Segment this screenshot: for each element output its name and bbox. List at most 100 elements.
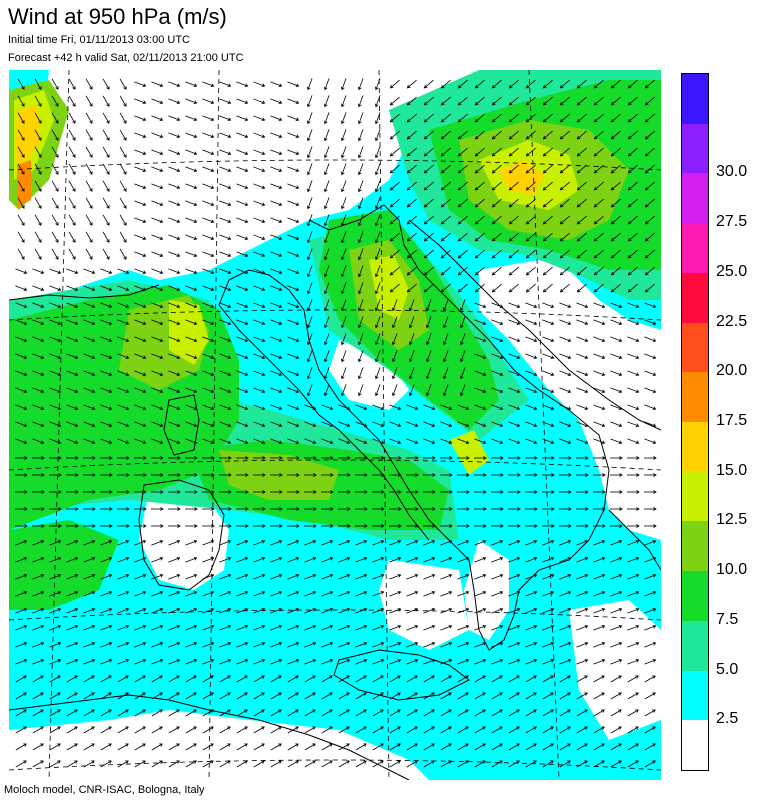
wind-arrow-head [89,86,93,90]
colorbar-label: 27.5 [716,213,748,231]
wind-arrow-head [457,288,462,293]
wind-arrow-head [176,625,181,629]
wind-arrow-head [92,524,96,528]
wind-arrow [32,336,44,342]
wind-arrow-head [74,321,79,325]
gale-wind-puglia [449,430,489,475]
wind-arrow [185,251,197,257]
wind-arrow [543,215,553,225]
wind-arrow-head [159,440,164,444]
wind-arrow [475,215,485,225]
wind-arrow [627,625,639,631]
wind-arrow-head [375,307,379,312]
wind-arrow-head [143,490,147,494]
wind-arrow-head [601,304,606,308]
wind-arrow [628,130,638,140]
wind-arrow-head [227,440,232,444]
extreme-wind-core-northwest [17,160,31,208]
wind-arrow-head [57,423,62,427]
wind-arrow-head [380,591,385,595]
wind-arrow [358,231,364,243]
wind-arrow-head [364,507,368,511]
wind-arrow-head [160,473,164,477]
wind-arrow [219,726,231,734]
wind-arrow [287,268,299,274]
wind-arrow-head [448,709,452,713]
wind-arrow-head [448,608,453,612]
wind-arrow [423,608,435,614]
wind-arrow [423,438,435,444]
wind-arrow [542,336,554,342]
wind-arrow [287,540,299,546]
colorbar-label: 12.5 [716,511,748,529]
wind-arrow [102,78,110,90]
wind-arrow-head [106,154,110,158]
wind-arrow-head [295,659,300,663]
wind-arrow-head [593,288,598,293]
wind-arrow [83,404,95,410]
wind-arrow-head [91,321,96,325]
wind-arrow [628,232,638,242]
wind-arrow [475,266,485,276]
wind-arrow [390,113,400,123]
wind-arrow [219,625,231,631]
wind-arrow [83,387,95,393]
wind-arrow-head [57,287,62,291]
wind-arrow-head [636,507,640,511]
wind-arrow [185,692,197,700]
wind-arrow [15,404,27,410]
wind-arrow [407,79,417,89]
wind-arrow-head [278,83,283,87]
wind-arrow [32,319,44,325]
wind-arrow-head [159,642,164,646]
wind-arrow-head [602,456,606,460]
wind-arrow [358,95,364,107]
wind-arrow [66,557,78,563]
wind-arrow-head [457,169,462,174]
wind-arrow [117,540,129,546]
wind-arrow [219,675,231,683]
wind-arrow-head [72,120,76,124]
wind-arrow [253,302,265,308]
wind-arrow [102,163,110,175]
wind-arrow [134,234,146,240]
wind-arrow-head [618,659,623,663]
wind-arrow [83,608,95,614]
wind-arrow-head [516,726,520,730]
wind-arrow-head [40,608,45,612]
wind-arrow [491,387,503,393]
wind-arrow [338,625,350,631]
wind-arrow [424,113,434,123]
wind-arrow-head [567,574,572,578]
wind-arrow [49,675,61,683]
wind-arrow [576,540,588,546]
wind-arrow [219,234,231,240]
wind-arrow-head [559,271,564,276]
wind-arrow-head [358,290,362,295]
wind-arrow [593,760,605,768]
wind-arrow-head [227,355,232,359]
wind-arrow-head [380,625,385,629]
wind-arrow [389,760,401,768]
wind-arrow-head [244,608,249,612]
wind-arrow-head [108,372,113,376]
wind-arrow-head [593,203,598,208]
wind-arrow [321,608,333,614]
wind-arrow [83,659,95,665]
wind-arrow [168,285,180,291]
wind-arrow [102,214,110,226]
wind-arrow [321,692,333,700]
wind-arrow-head [21,154,25,158]
wind-arrow [185,217,197,223]
wind-arrow [83,353,95,359]
wind-arrow-head [601,406,606,410]
wind-arrow [341,316,347,328]
wind-arrow [355,675,367,683]
wind-arrow [644,438,656,444]
wind-arrow-head [409,375,413,380]
wind-arrow [611,164,621,174]
wind-arrow-head [381,473,385,477]
wind-arrow-head [483,524,487,528]
wind-arrow [168,217,180,223]
wind-arrow [202,217,214,223]
